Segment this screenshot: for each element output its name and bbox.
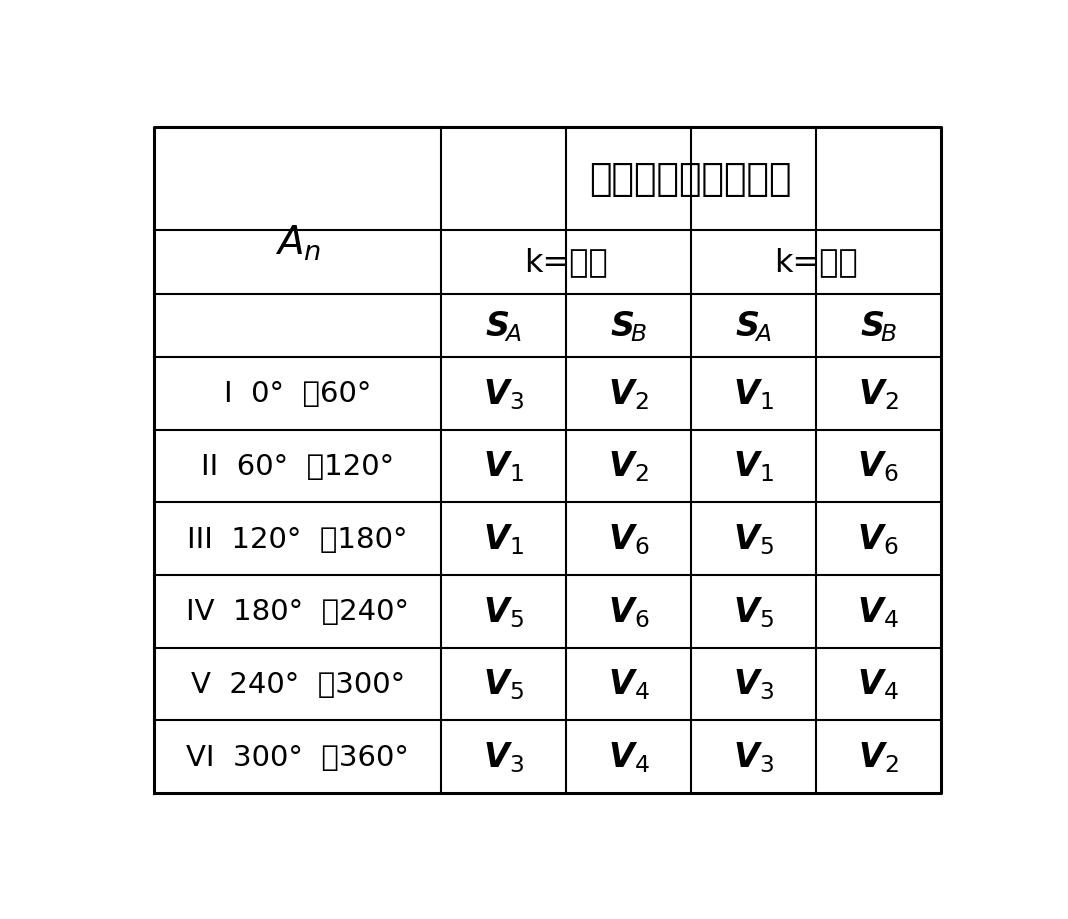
- Text: $\boldsymbol{V}_1$: $\boldsymbol{V}_1$: [733, 449, 773, 483]
- Text: $\boldsymbol{S}_{\!B}$: $\boldsymbol{S}_{\!B}$: [860, 309, 897, 343]
- Text: $A_n$: $A_n$: [274, 223, 320, 262]
- Text: $\boldsymbol{V}_4$: $\boldsymbol{V}_4$: [608, 740, 649, 774]
- Text: $\boldsymbol{V}_6$: $\boldsymbol{V}_6$: [858, 449, 899, 483]
- Text: $\boldsymbol{V}_2$: $\boldsymbol{V}_2$: [608, 449, 649, 483]
- Text: $\boldsymbol{V}_6$: $\boldsymbol{V}_6$: [608, 595, 649, 629]
- Text: $\boldsymbol{S}_{\!A}$: $\boldsymbol{S}_{\!A}$: [735, 309, 772, 343]
- Text: $\boldsymbol{V}_4$: $\boldsymbol{V}_4$: [858, 595, 899, 629]
- Text: V  240°  ～300°: V 240° ～300°: [190, 670, 405, 698]
- Text: $\boldsymbol{V}_5$: $\boldsymbol{V}_5$: [483, 595, 524, 629]
- Text: $\boldsymbol{V}_5$: $\boldsymbol{V}_5$: [733, 522, 773, 556]
- Text: k=偶数: k=偶数: [774, 247, 858, 278]
- Text: $\boldsymbol{V}_5$: $\boldsymbol{V}_5$: [733, 595, 773, 629]
- Text: $\boldsymbol{V}_1$: $\boldsymbol{V}_1$: [483, 522, 524, 556]
- Text: $\boldsymbol{V}_6$: $\boldsymbol{V}_6$: [858, 522, 899, 556]
- Text: $\boldsymbol{V}_2$: $\boldsymbol{V}_2$: [858, 377, 898, 411]
- Text: $\boldsymbol{V}_5$: $\boldsymbol{V}_5$: [483, 667, 524, 701]
- Text: $\boldsymbol{V}_2$: $\boldsymbol{V}_2$: [858, 740, 898, 774]
- Text: $\boldsymbol{V}_4$: $\boldsymbol{V}_4$: [608, 667, 649, 701]
- Text: $\boldsymbol{V}_4$: $\boldsymbol{V}_4$: [858, 667, 899, 701]
- Text: $\boldsymbol{V}_3$: $\boldsymbol{V}_3$: [733, 740, 774, 774]
- Text: $\boldsymbol{V}_1$: $\boldsymbol{V}_1$: [483, 449, 524, 483]
- Text: I  0°  ～60°: I 0° ～60°: [224, 380, 372, 408]
- Text: $\boldsymbol{V}_3$: $\boldsymbol{V}_3$: [483, 740, 524, 774]
- Text: $\boldsymbol{V}_2$: $\boldsymbol{V}_2$: [608, 377, 649, 411]
- Text: II  60°  ～120°: II 60° ～120°: [201, 452, 394, 481]
- Text: $\boldsymbol{V}_6$: $\boldsymbol{V}_6$: [608, 522, 649, 556]
- Text: $\boldsymbol{S}_{\!A}$: $\boldsymbol{S}_{\!A}$: [485, 309, 522, 343]
- Text: 使用的基本电压矢量: 使用的基本电压矢量: [590, 162, 792, 198]
- Text: $\boldsymbol{V}_1$: $\boldsymbol{V}_1$: [733, 377, 773, 411]
- Text: $\boldsymbol{V}_3$: $\boldsymbol{V}_3$: [733, 667, 774, 701]
- Text: VI  300°  ～360°: VI 300° ～360°: [186, 743, 409, 771]
- Text: IV  180°  ～240°: IV 180° ～240°: [186, 597, 409, 626]
- Text: k=奇数: k=奇数: [524, 247, 608, 278]
- Text: $\boldsymbol{S}_{\!B}$: $\boldsymbol{S}_{\!B}$: [610, 309, 647, 343]
- Text: $\boldsymbol{V}_3$: $\boldsymbol{V}_3$: [483, 377, 524, 411]
- Text: III  120°  ～180°: III 120° ～180°: [188, 525, 408, 553]
